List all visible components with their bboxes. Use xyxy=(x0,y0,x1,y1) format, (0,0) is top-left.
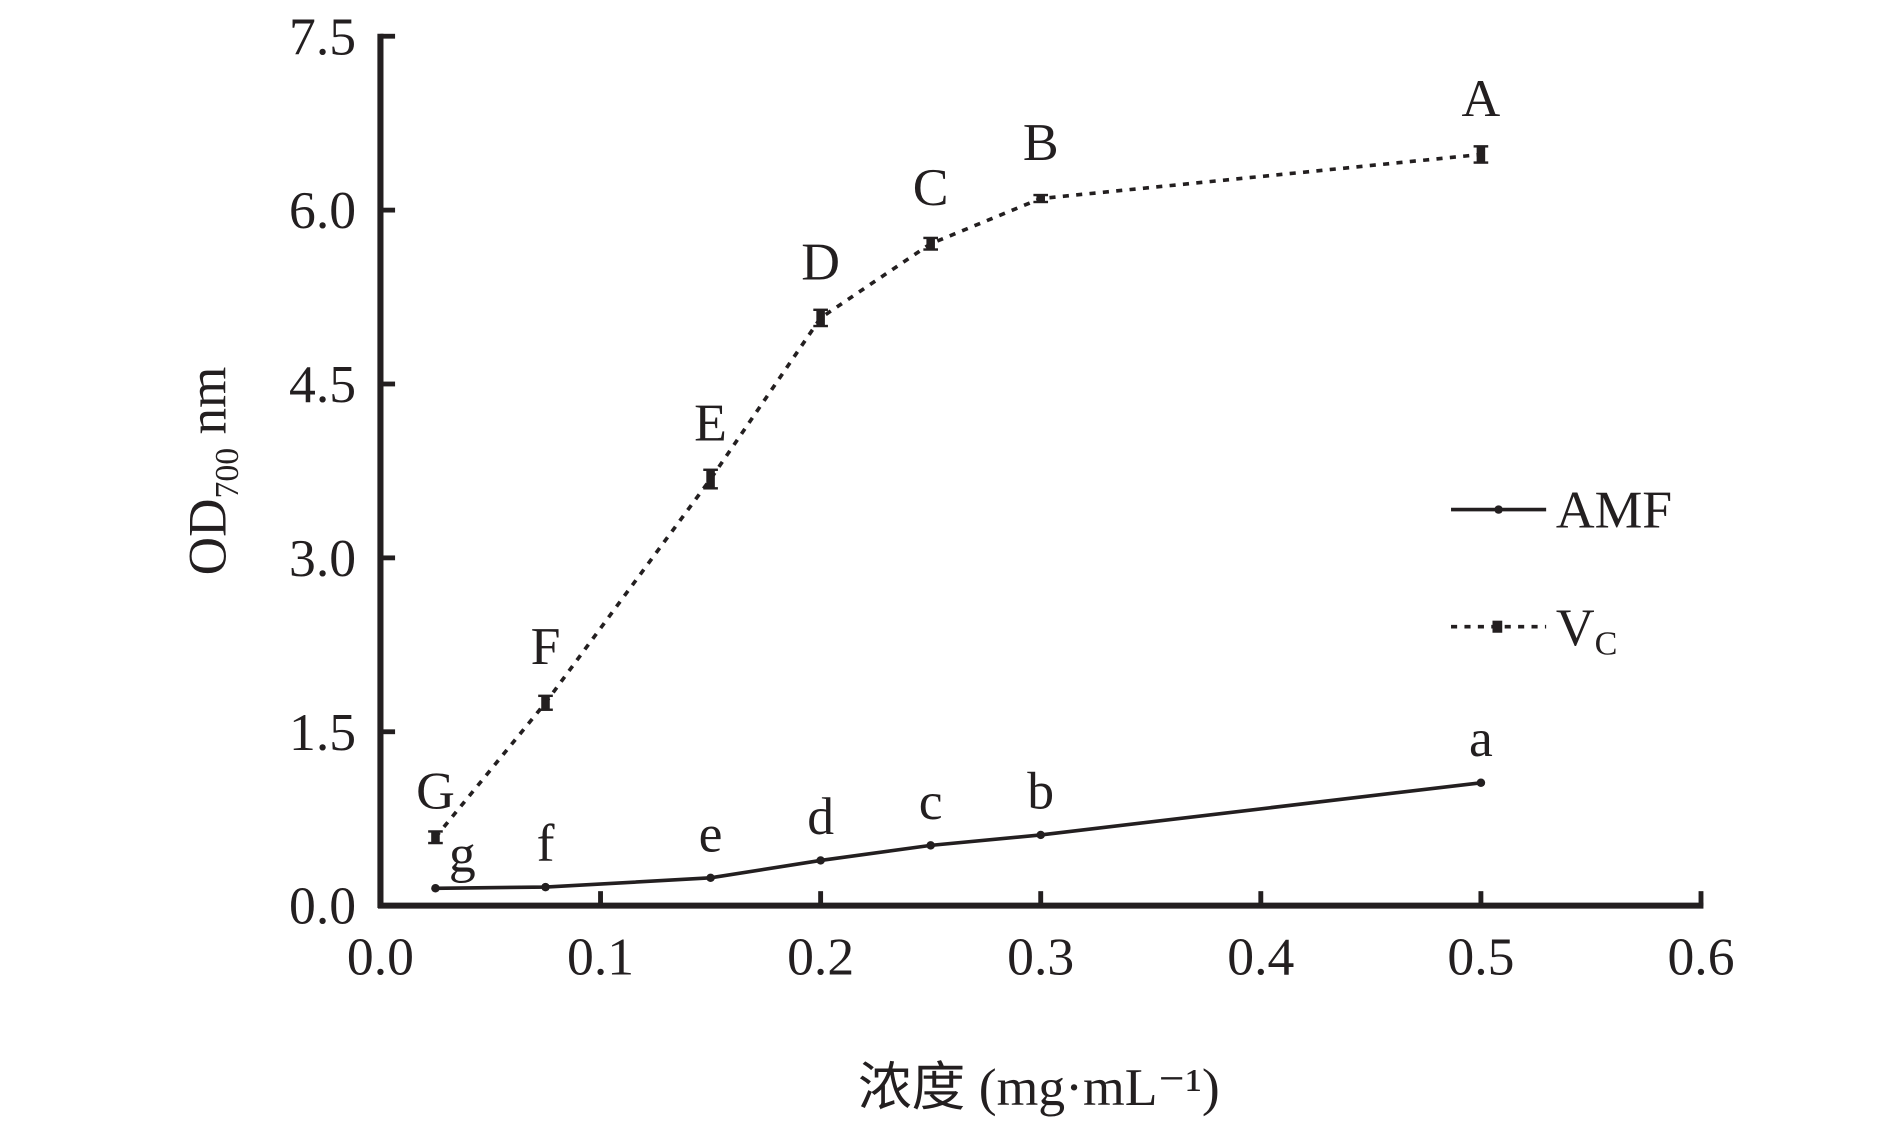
significance-letter: e xyxy=(699,803,723,863)
series-line-amf xyxy=(435,780,1482,891)
significance-letter: C xyxy=(913,157,949,217)
y-tick-label: 0.0 xyxy=(289,876,356,936)
x-tick-label: 0.5 xyxy=(1447,927,1514,987)
y-axis-label: OD700 nm xyxy=(177,367,245,576)
y-tick-label: 6.0 xyxy=(289,180,356,240)
x-tick-label: 0.6 xyxy=(1667,927,1734,987)
significance-letter: E xyxy=(694,393,727,453)
significance-letter: f xyxy=(537,813,555,873)
x-tick-label: 0.1 xyxy=(567,927,634,987)
y-axis-label-sub: 700 xyxy=(209,448,246,499)
series-marks: g f e d c b a G F E D C B A xyxy=(416,68,1501,893)
y-tick-label: 3.0 xyxy=(289,528,356,588)
data-point xyxy=(1036,195,1045,203)
significance-letter: g xyxy=(449,824,476,884)
data-point xyxy=(926,841,935,850)
data-point xyxy=(816,856,825,865)
significance-letter: b xyxy=(1027,761,1054,821)
significance-letter: A xyxy=(1462,68,1501,128)
data-point xyxy=(1036,830,1045,840)
significance-letter: G xyxy=(416,761,455,821)
legend-label-amf: AMF xyxy=(1556,480,1672,540)
significance-letter: F xyxy=(531,616,561,676)
data-point xyxy=(706,469,715,489)
x-tick-label: 0.2 xyxy=(787,927,854,987)
series-line-vc xyxy=(434,152,1482,839)
significance-letter: a xyxy=(1469,708,1493,768)
data-point xyxy=(706,873,715,883)
data-point xyxy=(431,884,440,893)
legend-label-vc: VC xyxy=(1556,597,1618,662)
x-axis-label: 浓度 (mg·mL⁻¹) xyxy=(858,1057,1220,1117)
data-point xyxy=(926,237,935,250)
y-axis-label-main: OD xyxy=(177,499,237,576)
data-point xyxy=(541,695,550,710)
series-vc: G F E D C B A xyxy=(416,68,1501,845)
legend-marker-vc xyxy=(1492,620,1503,633)
y-tick-label: 4.5 xyxy=(289,354,356,414)
x-tick-label: 0.3 xyxy=(1007,927,1074,987)
significance-letter: c xyxy=(919,771,943,831)
legend-item-amf: AMF xyxy=(1451,480,1672,540)
legend-marker-amf xyxy=(1494,505,1503,514)
data-point xyxy=(816,309,825,327)
x-tick-label: 0.4 xyxy=(1227,927,1294,987)
axes: 0.0 0.1 0.2 0.3 0.4 0.5 0.6 0.0 1.5 3.0 4.5 6.0 7.5 xyxy=(289,7,1735,987)
series-amf: g f e d c b a xyxy=(431,708,1493,893)
data-point xyxy=(1476,778,1486,787)
significance-letter: B xyxy=(1023,112,1059,172)
legend-item-vc: VC xyxy=(1451,597,1617,662)
x-tick-label: 0.0 xyxy=(347,927,414,987)
data-point xyxy=(1476,146,1486,163)
significance-letter: d xyxy=(807,786,834,846)
significance-letter: D xyxy=(801,232,840,292)
legend: AMF VC xyxy=(1451,480,1672,662)
y-axis-label-unit: nm xyxy=(177,367,237,448)
y-tick-label: 1.5 xyxy=(289,702,356,762)
y-tick-label: 7.5 xyxy=(289,7,356,67)
data-point xyxy=(431,831,440,844)
data-point xyxy=(541,882,550,892)
